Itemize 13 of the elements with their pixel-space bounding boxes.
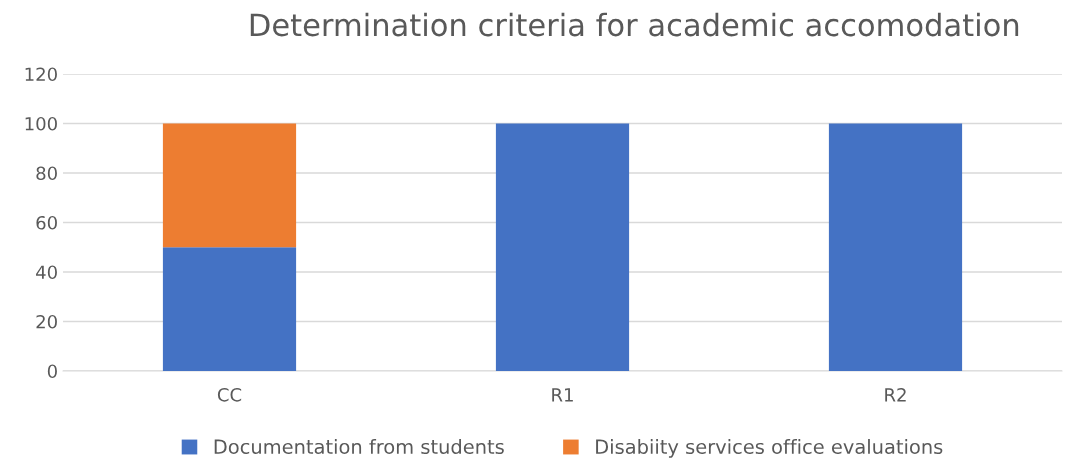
x-tick-label: R1 — [552, 388, 573, 402]
x-tick-label: R2 — [885, 387, 906, 402]
x-tick-label: CC — [217, 387, 242, 402]
y-tick-label: 120 — [25, 67, 57, 82]
y-tick-label: 60 — [36, 215, 57, 230]
legend-label: Documentation from students — [214, 438, 504, 455]
y-tick-label: 0 — [47, 364, 57, 379]
y-tick-label: 80 — [36, 166, 57, 181]
y-tick-label: 20 — [36, 314, 57, 329]
y-tick-label: 100 — [25, 116, 57, 131]
legend-label: Disabiity services office evaluations — [596, 438, 943, 458]
y-tick-label: 40 — [36, 265, 57, 280]
chart-title: Determination criteria for academic accomodation — [250, 12, 1019, 37]
